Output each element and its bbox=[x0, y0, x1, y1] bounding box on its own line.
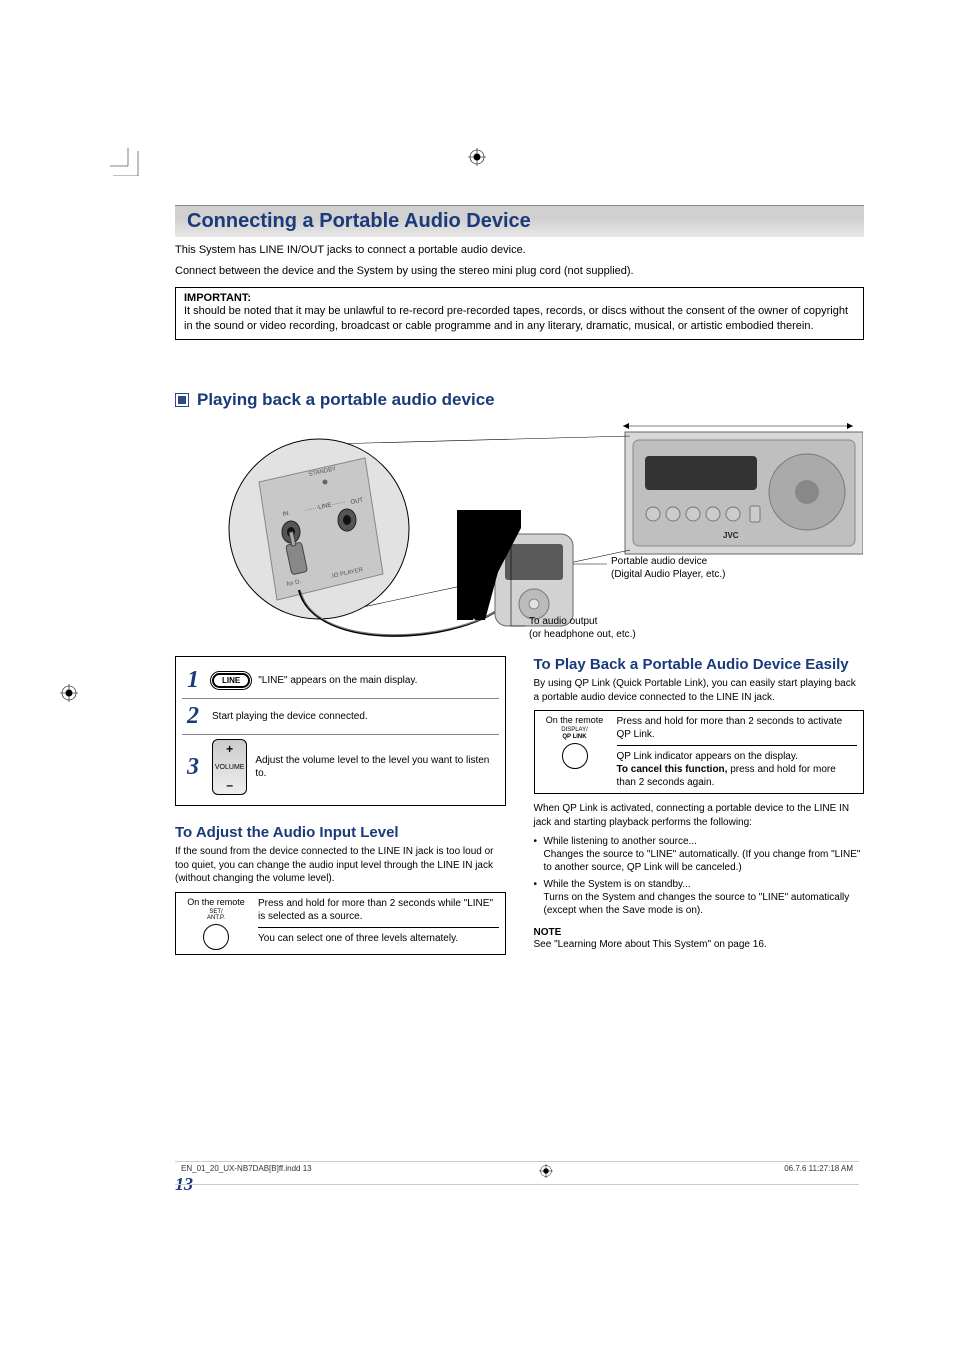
set-antp-label: SET/ANT.P. bbox=[207, 909, 225, 922]
qplink-body: By using QP Link (Quick Portable Link), … bbox=[534, 677, 865, 704]
diagram-label-audio: To audio output (or headphone out, etc.) bbox=[529, 616, 636, 641]
divider bbox=[617, 745, 858, 746]
svg-text:JVC: JVC bbox=[723, 531, 739, 540]
on-remote-label: On the remote bbox=[187, 897, 245, 907]
intro-line-2: Connect between the device and the Syste… bbox=[175, 264, 864, 279]
step-3: 3 + VOLUME – Adjust the volume level to … bbox=[182, 735, 499, 799]
page: Connecting a Portable Audio Device This … bbox=[0, 0, 954, 1350]
remote-left: On the remote SET/ANT.P. bbox=[182, 897, 250, 950]
left-column: 1 LINE "LINE" appears on the main displa… bbox=[175, 656, 506, 955]
important-body: It should be noted that it may be unlawf… bbox=[184, 304, 855, 334]
line-button-icon: LINE bbox=[212, 673, 250, 688]
divider bbox=[258, 927, 499, 928]
diagram-label-device-2: (Digital Audio Player, etc.) bbox=[611, 569, 726, 582]
remote-box-adjust: On the remote SET/ANT.P. Press and hold … bbox=[175, 892, 506, 955]
round-button-icon bbox=[562, 743, 588, 769]
registration-mark bbox=[468, 148, 486, 166]
two-column-layout: 1 LINE "LINE" appears on the main displa… bbox=[175, 656, 864, 955]
qplink-text-1: Press and hold for more than 2 seconds t… bbox=[617, 715, 858, 741]
remote-right: Press and hold for more than 2 seconds t… bbox=[617, 715, 858, 789]
crop-mark bbox=[110, 148, 140, 181]
volume-button-icon: + VOLUME – bbox=[212, 739, 247, 795]
page-title: Connecting a Portable Audio Device bbox=[175, 205, 864, 237]
content-area: Connecting a Portable Audio Device This … bbox=[175, 205, 864, 1195]
remote-right: Press and hold for more than 2 seconds w… bbox=[258, 897, 499, 950]
remote-box-qplink: On the remote DISPLAY/QP LINK Press and … bbox=[534, 710, 865, 794]
diagram-label-device-1: Portable audio device bbox=[611, 556, 726, 569]
remote-text-1: Press and hold for more than 2 seconds w… bbox=[258, 897, 499, 923]
step-3-text: Adjust the volume level to the level you… bbox=[255, 754, 498, 780]
display-qplink-label: DISPLAY/QP LINK bbox=[561, 727, 588, 740]
bullet-2: While the System is on standby... Turns … bbox=[534, 878, 865, 917]
bullet-2b: Turns on the System and changes the sour… bbox=[544, 892, 850, 916]
plus-icon: + bbox=[226, 742, 233, 756]
adjust-heading: To Adjust the Audio Input Level bbox=[175, 824, 506, 841]
step-2-text: Start playing the device connected. bbox=[212, 710, 368, 723]
bullet-2a: While the System is on standby... bbox=[544, 879, 691, 890]
minus-icon: – bbox=[226, 778, 233, 792]
section-title: Playing back a portable audio device bbox=[197, 390, 495, 410]
step-number: 3 bbox=[182, 754, 204, 781]
bullet-1a: While listening to another source... bbox=[544, 836, 697, 847]
registration-mark bbox=[539, 1164, 557, 1182]
step-1-text: "LINE" appears on the main display. bbox=[258, 674, 417, 687]
step-2: 2 Start playing the device connected. bbox=[182, 699, 499, 734]
bullet-1: While listening to another source... Cha… bbox=[534, 835, 865, 874]
registration-mark bbox=[60, 684, 78, 702]
adjust-body: If the sound from the device connected t… bbox=[175, 845, 506, 886]
important-title: IMPORTANT: bbox=[184, 292, 855, 304]
remote-left: On the remote DISPLAY/QP LINK bbox=[541, 715, 609, 789]
bullet-square-icon bbox=[175, 393, 189, 407]
qplink-text-2a: QP Link indicator appears on the display… bbox=[617, 750, 858, 763]
remote-text-2: You can select one of three levels alter… bbox=[258, 932, 499, 945]
qplink-heading: To Play Back a Portable Audio Device Eas… bbox=[534, 656, 865, 673]
note-title: NOTE bbox=[534, 927, 865, 938]
qplink-cancel-strong: To cancel this function, bbox=[617, 764, 728, 775]
right-column: To Play Back a Portable Audio Device Eas… bbox=[534, 656, 865, 955]
intro-line-1: This System has LINE IN/OUT jacks to con… bbox=[175, 243, 864, 258]
svg-text:IN: IN bbox=[282, 511, 289, 518]
qplink-bullets: While listening to another source... Cha… bbox=[534, 835, 865, 917]
footer-left: EN_01_20_UX-NB7DAB[B]ff.indd 13 bbox=[181, 1164, 312, 1182]
footer-right: 06.7.6 11:27:18 AM bbox=[784, 1164, 853, 1182]
volume-label: VOLUME bbox=[215, 764, 245, 771]
qplink-after: When QP Link is activated, connecting a … bbox=[534, 802, 865, 829]
diagram-label-device: Portable audio device (Digital Audio Pla… bbox=[611, 556, 726, 581]
step-number: 1 bbox=[182, 667, 204, 694]
bullet-1b: Changes the source to "LINE" automatical… bbox=[544, 849, 861, 873]
step-number: 2 bbox=[182, 703, 204, 730]
step-1: 1 LINE "LINE" appears on the main displa… bbox=[182, 663, 499, 698]
round-button-icon bbox=[203, 924, 229, 950]
diagram-label-audio-2: (or headphone out, etc.) bbox=[529, 629, 636, 642]
on-remote-label: On the remote bbox=[546, 715, 604, 725]
qplink-text-2b: To cancel this function, press and hold … bbox=[617, 763, 858, 789]
diagram-label-audio-1: To audio output bbox=[529, 616, 636, 629]
note-text: See "Learning More about This System" on… bbox=[534, 938, 865, 951]
important-box: IMPORTANT: It should be noted that it ma… bbox=[175, 287, 864, 341]
section-heading: Playing back a portable audio device bbox=[175, 390, 864, 410]
connection-diagram: JVC STANDBY bbox=[175, 414, 864, 644]
print-footer: EN_01_20_UX-NB7DAB[B]ff.indd 13 06.7.6 1… bbox=[175, 1161, 859, 1185]
steps-box: 1 LINE "LINE" appears on the main displa… bbox=[175, 656, 506, 806]
